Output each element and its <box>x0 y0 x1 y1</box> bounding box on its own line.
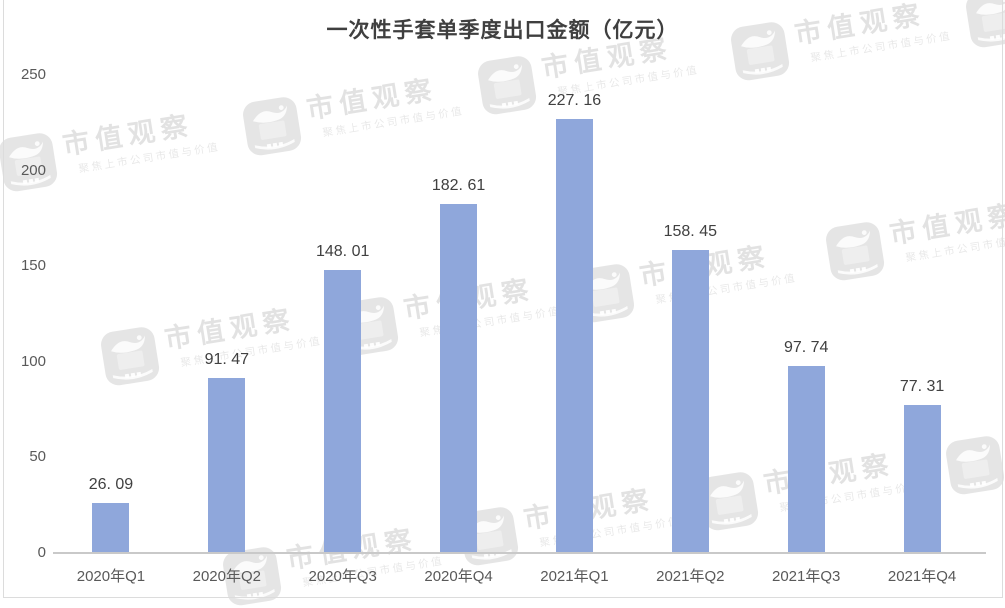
x-category-label: 2021年Q3 <box>771 568 841 585</box>
brand-text-block: 市值观察聚焦上市公司市值与价值 <box>762 446 923 518</box>
brand-text-block: 市值观察聚焦上市公司市值与价值 <box>888 196 1005 268</box>
brand-logo-icon <box>946 436 1005 495</box>
brand-tagline: 聚焦上市公司市值与价值 <box>904 230 1005 265</box>
brand-text: 市值观察 <box>304 74 440 125</box>
brand-text: 市值观察 <box>522 481 680 534</box>
brand-text: 市值观察 <box>638 238 796 291</box>
x-category-label: 2020年Q3 <box>308 568 377 585</box>
brand-tagline: 聚焦上市公司市值与价值 <box>77 141 221 176</box>
image-border <box>3 0 1003 598</box>
bar-value-label: 148. 01 <box>315 243 370 260</box>
x-category-label: 2020年Q4 <box>424 568 493 585</box>
bar-value-label: 97. 74 <box>783 339 829 357</box>
bar-value-label: 158. 45 <box>663 223 717 241</box>
watermark: 市值观察聚焦上市公司市值与价值 <box>98 299 324 389</box>
brand-text: 市值观察 <box>402 271 560 324</box>
watermark: 市值观察聚焦上市公司市值与价值 <box>0 105 222 195</box>
x-category-label: 2020年Q1 <box>76 568 146 585</box>
bar <box>555 118 593 553</box>
y-tick-label: 50 <box>29 448 46 466</box>
brand-text: 市值观察 <box>887 199 1005 250</box>
bar <box>92 503 130 553</box>
brand-text: 市值观察 <box>60 110 196 161</box>
bar <box>208 378 246 553</box>
x-category-label: 2021年Q2 <box>656 568 725 585</box>
y-tick-label: 0 <box>37 544 46 561</box>
brand-logo-icon <box>826 222 885 281</box>
brand-text: 市值观察 <box>162 304 298 355</box>
x-category-label: 2021年Q1 <box>540 568 609 585</box>
brand-text: 市值观察 <box>761 449 897 500</box>
bar-value-label: 26. 09 <box>88 476 134 494</box>
bar <box>903 405 941 553</box>
watermark: 市值观察聚焦上市公司市值与价值 <box>240 69 466 159</box>
brand-text-block: 市值观察聚焦上市公司市值与价值 <box>61 107 222 179</box>
y-tick-label: 100 <box>20 352 46 370</box>
brand-text-block: 市值观察聚焦上市公司市值与价值 <box>305 71 466 143</box>
bar-value-label: 91. 47 <box>204 351 250 369</box>
y-tick-label: 250 <box>20 66 46 83</box>
x-category-label: 2021年Q4 <box>887 568 957 585</box>
bar <box>671 250 709 553</box>
bar-value-label: 182. 61 <box>431 176 486 194</box>
x-axis-line <box>53 552 986 554</box>
y-tick-label: 150 <box>20 257 46 275</box>
bar-value-label: 227. 16 <box>547 91 602 109</box>
brand-tagline: 聚焦上市公司市值与价值 <box>321 105 465 140</box>
brand-logo-icon <box>243 97 302 156</box>
chart-title: 一次性手套单季度出口金额（亿元） <box>326 19 679 42</box>
bar <box>787 366 825 553</box>
watermark: 市值观察聚焦上市公司市值与价值 <box>823 194 1005 284</box>
bar <box>324 270 362 553</box>
bar <box>440 203 478 553</box>
y-tick-label: 200 <box>20 161 46 179</box>
brand-logo-icon <box>101 327 160 386</box>
bar-value-label: 77. 31 <box>899 378 945 396</box>
